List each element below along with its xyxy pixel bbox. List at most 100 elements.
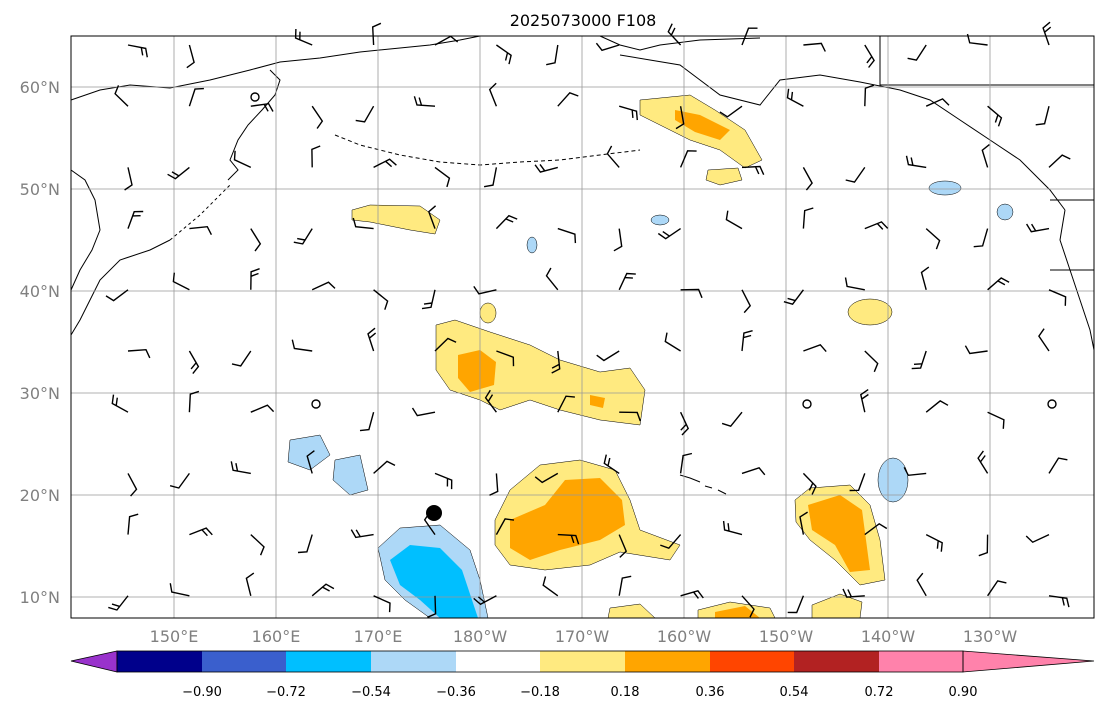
wind-barb <box>542 576 559 597</box>
wind-barb <box>373 595 391 613</box>
wind-barb <box>105 289 129 302</box>
anomaly-shading <box>287 94 1014 619</box>
colorbar-extend-left <box>70 650 118 673</box>
wind-barb <box>606 145 620 168</box>
wind-barb <box>189 225 213 236</box>
colorbar: −0.90 −0.72 −0.54 −0.36 −0.18 0.18 0.36 … <box>70 650 1095 700</box>
wind-barb <box>966 33 988 46</box>
lon-label: 140°W <box>861 627 916 646</box>
wind-barb <box>987 277 1010 291</box>
lat-label: 40°N <box>20 282 60 301</box>
lon-label: 160°W <box>657 627 712 646</box>
wind-barb <box>434 472 453 490</box>
map-title: 2025073000 F108 <box>510 11 657 30</box>
wind-barb <box>1035 106 1050 126</box>
wind-barb <box>350 529 374 539</box>
wind-barb <box>803 343 827 353</box>
anomaly-region-small <box>479 302 497 324</box>
colorbar-tick-label: 0.36 <box>696 685 725 700</box>
wind-barb <box>291 339 313 352</box>
wind-barb <box>355 105 375 123</box>
wind-barb <box>250 268 260 290</box>
wind-barbs <box>105 21 1071 618</box>
colorbar-tick-label: 0.90 <box>949 685 978 700</box>
wind-barb <box>473 286 497 295</box>
anomaly-negative-patch <box>526 236 538 254</box>
wind-barb <box>1025 533 1050 544</box>
wind-barb <box>1048 595 1070 608</box>
colorbar-tick-label: −0.90 <box>182 685 222 700</box>
wind-barb <box>679 150 697 168</box>
lon-label: 160°E <box>252 627 301 646</box>
wind-barb <box>987 580 1007 597</box>
wind-barb <box>188 390 200 413</box>
calm-marker <box>311 399 321 409</box>
wind-barb <box>619 105 638 121</box>
wind-barb <box>860 389 869 413</box>
wind-barb <box>114 85 129 107</box>
anomaly-core-central <box>590 395 605 408</box>
wind-barb <box>311 281 336 291</box>
wind-barb <box>925 228 941 250</box>
lat-label: 10°N <box>20 588 60 607</box>
wind-barb <box>787 595 805 614</box>
colorbar-segment <box>286 651 371 672</box>
colorbar-segment <box>117 651 202 672</box>
wind-barb <box>127 473 138 497</box>
anomaly-core-south <box>715 606 760 618</box>
wind-barb <box>473 595 497 606</box>
coastline-kurils <box>169 184 231 241</box>
wind-barb <box>245 572 255 596</box>
colorbar-segment <box>456 651 540 672</box>
colorbar-segment <box>794 651 879 672</box>
wind-barb <box>802 167 813 191</box>
colorbar-frame <box>116 650 964 673</box>
wind-barb <box>489 473 499 496</box>
colorbar-segment <box>540 651 625 672</box>
wind-barb <box>1042 21 1052 46</box>
wind-barb <box>373 289 389 310</box>
wind-barb <box>667 23 682 46</box>
anomaly-negative-trough-core <box>390 545 478 618</box>
wind-barb <box>189 527 213 537</box>
wind-barb <box>741 595 755 618</box>
wind-barb <box>920 266 930 290</box>
lat-label: 20°N <box>20 486 60 505</box>
wind-barb <box>1038 328 1050 352</box>
wind-barb <box>557 533 580 545</box>
wind-barb <box>864 522 888 536</box>
wind-barb <box>786 88 804 107</box>
colorbar-segment <box>625 651 710 672</box>
wind-barb <box>230 461 251 475</box>
wind-barb <box>484 389 497 413</box>
wind-barb <box>973 228 989 248</box>
anomaly-region-south <box>811 593 863 619</box>
wind-barb <box>925 400 949 413</box>
wind-barb <box>679 411 690 436</box>
wind-barb <box>434 337 457 352</box>
wind-barb <box>864 84 875 107</box>
anomaly-negative-west <box>332 454 369 496</box>
lon-label: 150°W <box>759 627 814 646</box>
wind-barb <box>127 210 144 229</box>
wind-barb <box>231 350 252 367</box>
wind-barb <box>551 350 561 374</box>
wind-barb <box>108 595 129 611</box>
wind-barb <box>660 534 682 550</box>
wind-barb <box>352 217 374 230</box>
colorbar-tick-label: −0.18 <box>520 685 560 700</box>
wind-barb <box>964 345 988 355</box>
wind-barb <box>741 289 752 314</box>
lon-label: 170°W <box>555 627 610 646</box>
anomaly-core-tropical <box>510 478 625 560</box>
wind-barb <box>618 272 636 291</box>
wind-barb <box>618 575 632 596</box>
wind-barb <box>250 534 265 556</box>
wind-barb <box>849 473 866 492</box>
wind-barb <box>741 330 753 352</box>
wind-barb <box>557 91 579 107</box>
coastline-japan-coast <box>70 239 171 336</box>
wind-barb <box>250 102 274 112</box>
wind-barb <box>546 44 559 66</box>
anomaly-region-small <box>847 298 893 326</box>
